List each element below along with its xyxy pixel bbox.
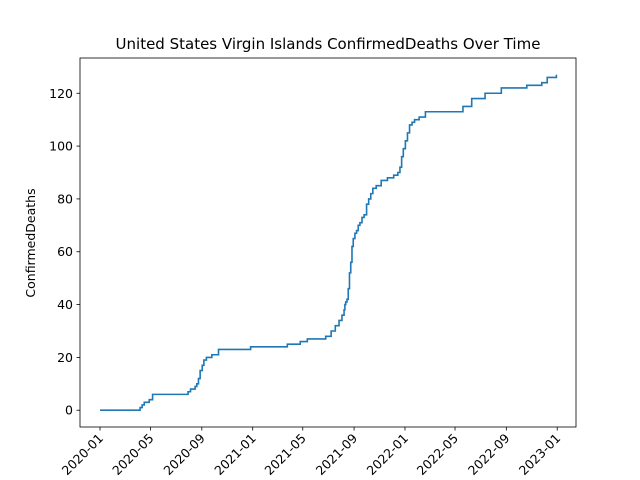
plot-frame	[79, 57, 577, 428]
x-tick-label: 2021-09	[313, 430, 361, 478]
x-axis-ticks: 2020-01 2020-05 2020-09 2021-01 2021-05 2021-…	[59, 427, 564, 479]
x-tick-label: 2021-01	[211, 431, 259, 479]
y-tick-label: 80	[57, 191, 73, 206]
plot-area	[100, 74, 558, 412]
chart-title: United States Virgin Islands ConfirmedDe…	[116, 35, 541, 53]
y-axis-label: ConfirmedDeaths	[23, 188, 38, 297]
y-tick-label: 0	[65, 403, 73, 418]
y-tick-label: 100	[49, 139, 73, 154]
x-tick-label: 2020-01	[59, 431, 107, 479]
y-axis-ticks: 0 20 40 60 80 100 120	[49, 86, 80, 418]
series-line	[100, 74, 558, 412]
x-tick-label: 2022-05	[414, 431, 462, 479]
x-tick-label: 2023-01	[516, 431, 564, 479]
y-tick-label: 20	[57, 350, 73, 365]
x-tick-label: 2022-09	[465, 430, 513, 478]
y-tick-label: 120	[49, 86, 73, 101]
x-tick-label: 2021-05	[261, 431, 309, 479]
y-tick-label: 60	[57, 244, 73, 259]
x-tick-label: 2022-01	[364, 431, 412, 479]
x-tick-label: 2020-05	[109, 431, 157, 479]
y-tick-label: 40	[57, 297, 73, 312]
x-tick-label: 2020-09	[160, 430, 208, 478]
